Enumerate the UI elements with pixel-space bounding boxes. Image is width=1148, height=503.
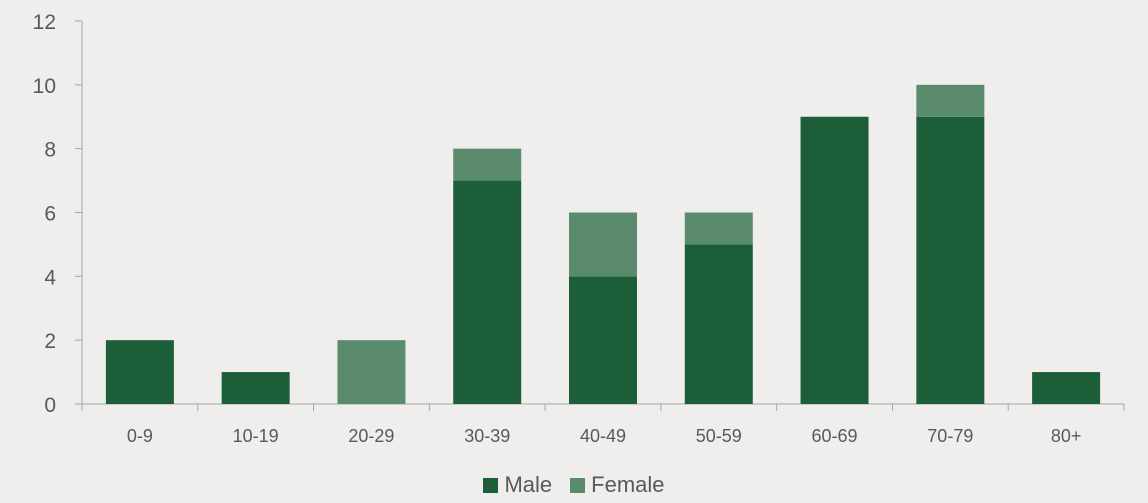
- x-tick-label: 80+: [1051, 426, 1082, 446]
- legend-item-female: Female: [570, 472, 665, 498]
- x-tick-label: 60-69: [812, 426, 858, 446]
- y-tick-label: 2: [44, 330, 56, 353]
- x-tick-label: 20-29: [348, 426, 394, 446]
- bar-female-20-29: [337, 340, 406, 404]
- bar-male-40-49: [569, 276, 637, 404]
- bar-male-10-19: [221, 372, 290, 404]
- legend: Male Female: [0, 472, 1148, 498]
- bar-male-30-39: [453, 180, 522, 404]
- x-tick-label: 50-59: [696, 426, 742, 446]
- legend-item-male: Male: [483, 472, 552, 498]
- y-tick-label: 4: [44, 266, 56, 289]
- bar-male-70-79: [916, 116, 985, 404]
- x-tick-label: 70-79: [927, 426, 973, 446]
- y-tick-label: 8: [44, 139, 56, 162]
- bar-male-0-9: [105, 340, 174, 404]
- legend-label-female: Female: [591, 472, 665, 497]
- bar-female-70-79: [916, 84, 985, 117]
- y-tick-label: 12: [33, 11, 56, 34]
- legend-label-male: Male: [504, 472, 553, 497]
- x-tick-label: 40-49: [580, 426, 626, 446]
- legend-swatch-male: [483, 477, 499, 493]
- bar-female-40-49: [569, 212, 637, 277]
- y-tick-label: 10: [33, 75, 56, 98]
- y-tick-label: 6: [44, 203, 56, 226]
- x-tick-label: 30-39: [464, 426, 510, 446]
- bar-female-30-39: [453, 148, 522, 181]
- bar-male-50-59: [684, 244, 753, 404]
- y-tick-label: 0: [44, 394, 56, 417]
- bar-male-60-69: [800, 116, 869, 404]
- bar-male-80+: [1032, 372, 1101, 404]
- legend-swatch-female: [570, 477, 586, 493]
- bar-female-50-59: [684, 212, 753, 245]
- x-tick-label: 10-19: [233, 426, 279, 446]
- x-tick-label: 0-9: [127, 426, 153, 446]
